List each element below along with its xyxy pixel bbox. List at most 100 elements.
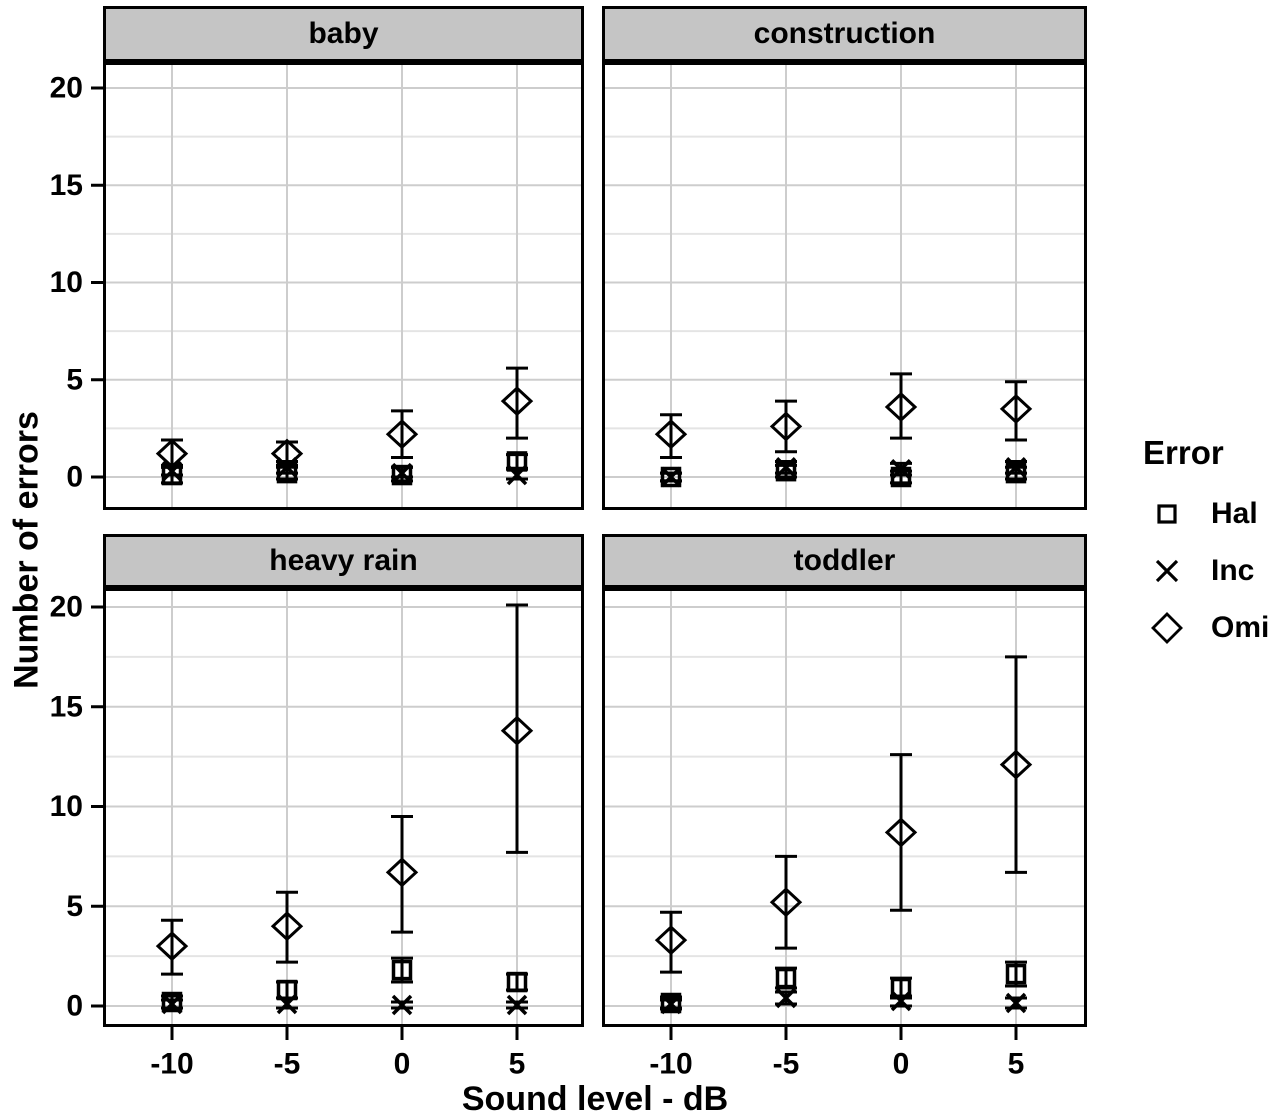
x-axis-title: Sound level - dB <box>461 1080 729 1117</box>
data-point-Omi <box>155 931 189 962</box>
data-point-Inc <box>161 460 183 482</box>
data-point-Omi <box>999 749 1033 780</box>
cross-marker-icon <box>1155 559 1179 583</box>
facet-strip-baby: baby <box>103 6 584 62</box>
y-tick-label: 10 <box>50 266 83 299</box>
facet-strip-heavy-rain: heavy rain <box>103 534 584 588</box>
data-point-Inc <box>391 462 413 484</box>
data-point-Hal <box>1005 963 1027 985</box>
y-tick-label: 10 <box>50 790 83 823</box>
series-Omi <box>654 655 1033 974</box>
data-point-Omi <box>385 419 419 450</box>
facet-strip-construction: construction <box>602 6 1087 62</box>
data-point-Inc <box>506 464 528 486</box>
error-bar <box>276 890 298 964</box>
data-point-Omi <box>155 438 189 469</box>
data-point-Hal <box>660 466 682 488</box>
series-Inc <box>660 987 1027 1015</box>
facet-title-heavy-rain: heavy rain <box>269 544 418 577</box>
data-point-Inc <box>1005 992 1027 1014</box>
y-tick-label: 15 <box>50 690 83 723</box>
y-tick-label: 15 <box>50 169 83 202</box>
panel-plot-construction <box>602 62 1087 510</box>
x-tick-label: -10 <box>150 1048 193 1081</box>
data-point-Omi <box>999 393 1033 424</box>
facet-title-construction: construction <box>753 17 936 50</box>
y-axis-title: Number of errors <box>7 411 46 689</box>
error-bar <box>506 366 528 440</box>
x-tick-label: 0 <box>394 1048 411 1081</box>
legend-label-hal: Hal <box>1211 497 1258 530</box>
facet-title-baby: baby <box>308 17 379 50</box>
series-Omi <box>155 603 534 976</box>
y-tick-label: 0 <box>66 990 83 1023</box>
error-bar <box>775 854 797 950</box>
x-tick-label: 5 <box>1008 1048 1025 1081</box>
panel-plot-heavy-rain <box>103 588 584 1027</box>
legend-title: Error <box>1143 434 1224 471</box>
error-bar <box>506 603 528 854</box>
data-point-Omi <box>884 391 918 423</box>
data-point-Hal <box>161 991 183 1013</box>
data-point-Hal <box>660 992 682 1014</box>
legend-item-hal: Hal <box>1143 496 1269 532</box>
data-point-Omi <box>654 419 688 450</box>
error-bar <box>391 409 413 460</box>
error-bar <box>391 814 413 934</box>
x-tick-label: 5 <box>509 1048 526 1081</box>
error-bar <box>161 918 183 976</box>
data-point-Inc <box>276 993 298 1015</box>
series-Omi <box>155 366 534 469</box>
y-tick-label: 20 <box>50 72 83 105</box>
series-Omi <box>654 372 1033 460</box>
panel-plot-baby <box>103 62 584 510</box>
x-tick-label: 0 <box>893 1048 910 1081</box>
data-point-Inc <box>391 994 413 1016</box>
x-tick-label: -10 <box>649 1048 692 1081</box>
data-point-Inc <box>1005 457 1027 478</box>
legend-label-inc: Inc <box>1211 554 1255 587</box>
data-point-Inc <box>660 466 682 488</box>
x-tick-label: -5 <box>274 1048 301 1081</box>
data-point-Omi <box>769 411 803 442</box>
y-tick-label: 20 <box>50 591 83 624</box>
legend: Error Hal Inc Omi <box>1143 434 1269 667</box>
data-point-Omi <box>769 887 803 918</box>
data-point-Omi <box>500 386 534 417</box>
square-marker-icon <box>1157 504 1177 524</box>
data-point-Inc <box>775 457 797 478</box>
data-point-Omi <box>385 857 419 888</box>
data-point-Inc <box>890 990 912 1012</box>
data-point-Inc <box>506 994 528 1016</box>
series-Inc <box>161 993 528 1016</box>
data-point-Hal <box>391 959 413 981</box>
data-point-Hal <box>775 967 797 989</box>
data-point-Inc <box>161 993 183 1015</box>
panel-plot-toddler <box>602 588 1087 1027</box>
gridlines <box>602 588 1087 1027</box>
data-point-Omi <box>654 925 688 956</box>
error-bar <box>890 372 912 440</box>
data-point-Omi <box>270 911 304 942</box>
legend-item-omi: Omi <box>1143 610 1269 646</box>
error-bar <box>1005 380 1027 442</box>
error-bar <box>1005 655 1027 874</box>
data-point-Inc <box>890 458 912 480</box>
data-point-Omi <box>884 817 918 848</box>
y-tick-label: 0 <box>66 461 83 494</box>
error-bar <box>890 753 912 912</box>
series-Inc <box>660 457 1027 488</box>
data-point-Inc <box>660 993 682 1015</box>
diamond-marker-icon <box>1151 612 1183 644</box>
y-tick-label: 5 <box>66 890 83 923</box>
legend-label-omi: Omi <box>1211 611 1270 644</box>
x-tick-label: -5 <box>773 1048 800 1081</box>
y-tick-label: 5 <box>66 363 83 396</box>
data-point-Inc <box>775 987 797 1009</box>
data-point-Omi <box>270 438 304 469</box>
error-bar <box>660 910 682 974</box>
legend-item-inc: Inc <box>1143 553 1269 589</box>
facet-title-toddler: toddler <box>793 544 896 577</box>
